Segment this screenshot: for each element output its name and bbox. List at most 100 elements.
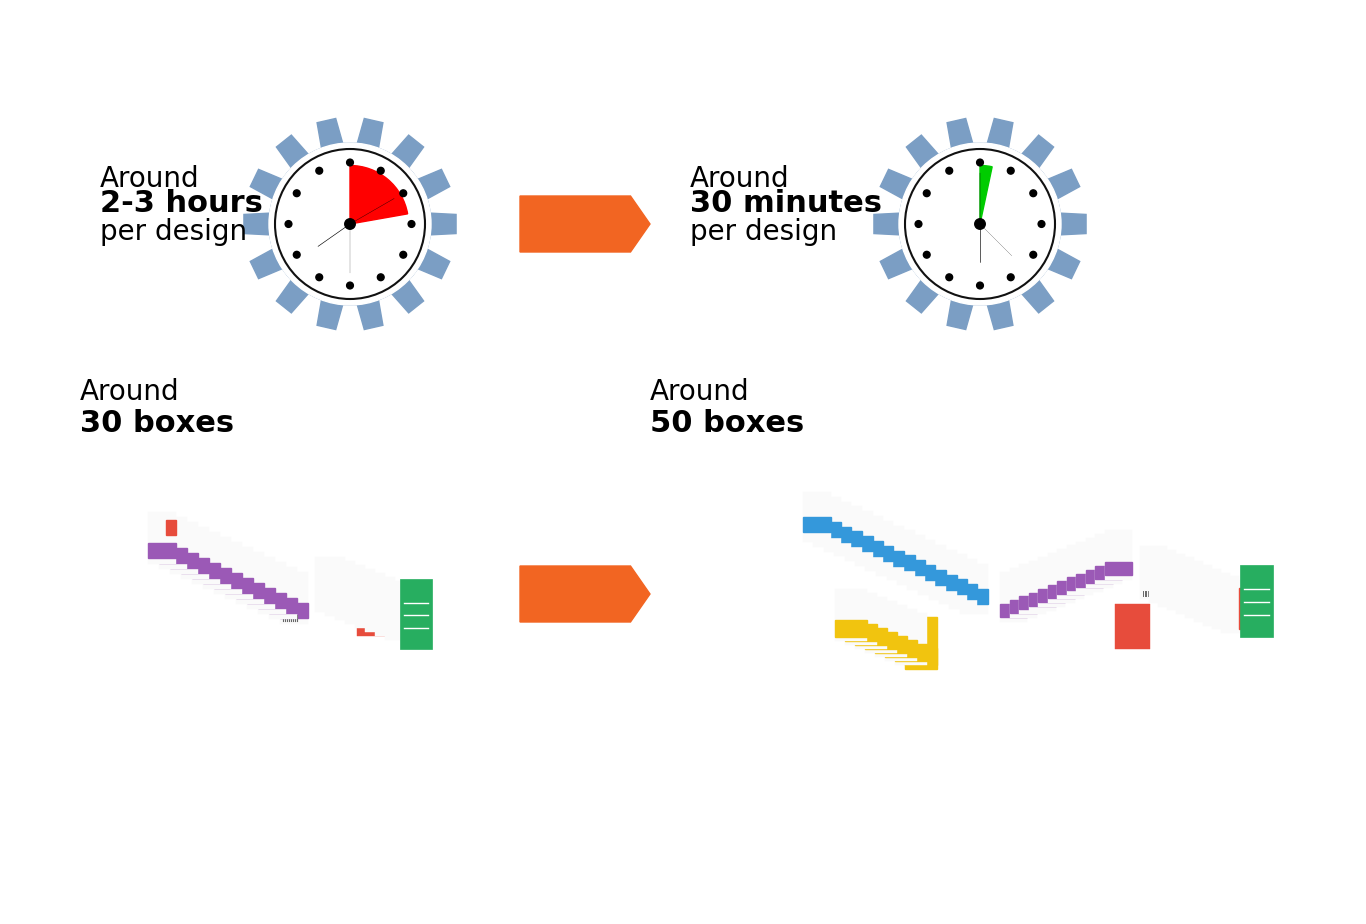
Circle shape <box>269 143 432 305</box>
Polygon shape <box>897 535 925 585</box>
Circle shape <box>347 159 354 166</box>
Circle shape <box>915 221 922 227</box>
Polygon shape <box>1000 604 1027 617</box>
Polygon shape <box>325 561 355 616</box>
Polygon shape <box>520 196 650 252</box>
Polygon shape <box>918 570 947 585</box>
Circle shape <box>400 189 407 197</box>
Polygon shape <box>148 543 176 558</box>
Polygon shape <box>918 545 947 595</box>
Text: Around: Around <box>690 165 790 193</box>
Circle shape <box>294 189 301 197</box>
Polygon shape <box>365 579 376 620</box>
Polygon shape <box>835 506 862 556</box>
Polygon shape <box>885 640 917 657</box>
Polygon shape <box>1000 572 1027 622</box>
Circle shape <box>975 219 985 229</box>
Polygon shape <box>813 497 841 547</box>
Polygon shape <box>835 620 867 637</box>
Polygon shape <box>844 511 873 561</box>
Polygon shape <box>855 516 882 566</box>
Polygon shape <box>316 557 346 612</box>
Polygon shape <box>1167 557 1194 611</box>
Polygon shape <box>1221 580 1229 621</box>
Circle shape <box>977 159 984 166</box>
Polygon shape <box>269 598 296 613</box>
Polygon shape <box>887 530 914 580</box>
Polygon shape <box>1096 534 1121 584</box>
Circle shape <box>923 189 930 197</box>
Polygon shape <box>1203 573 1229 626</box>
Polygon shape <box>1067 578 1094 590</box>
Text: Around: Around <box>650 378 750 406</box>
Polygon shape <box>1048 553 1075 603</box>
Polygon shape <box>1105 562 1131 576</box>
Polygon shape <box>1221 580 1249 633</box>
Polygon shape <box>824 527 851 541</box>
Polygon shape <box>1203 573 1212 614</box>
Polygon shape <box>887 555 914 570</box>
Circle shape <box>923 251 930 258</box>
Circle shape <box>347 282 354 289</box>
Polygon shape <box>365 577 395 632</box>
Polygon shape <box>835 531 862 546</box>
Polygon shape <box>1186 565 1194 606</box>
Text: Around: Around <box>81 378 179 406</box>
Circle shape <box>1030 189 1037 197</box>
Polygon shape <box>855 628 887 645</box>
Polygon shape <box>1105 530 1131 580</box>
Polygon shape <box>158 548 187 563</box>
Polygon shape <box>1158 554 1167 595</box>
Polygon shape <box>1076 574 1102 587</box>
Circle shape <box>285 221 292 227</box>
Polygon shape <box>1038 589 1065 602</box>
Polygon shape <box>866 521 893 571</box>
Polygon shape <box>355 575 365 616</box>
Polygon shape <box>1176 561 1203 614</box>
Polygon shape <box>193 564 220 578</box>
Polygon shape <box>1141 546 1167 599</box>
Polygon shape <box>846 625 877 641</box>
Polygon shape <box>245 118 456 330</box>
Polygon shape <box>865 632 897 649</box>
Polygon shape <box>802 517 831 532</box>
Polygon shape <box>193 532 220 584</box>
Polygon shape <box>802 492 831 542</box>
Polygon shape <box>182 558 209 573</box>
Polygon shape <box>204 537 231 589</box>
Polygon shape <box>906 617 937 669</box>
Polygon shape <box>855 541 882 556</box>
Polygon shape <box>520 566 650 622</box>
Polygon shape <box>1038 557 1065 607</box>
Text: 30 boxes: 30 boxes <box>81 409 234 439</box>
Polygon shape <box>346 569 376 624</box>
Polygon shape <box>1158 553 1184 606</box>
Circle shape <box>316 167 322 174</box>
Circle shape <box>945 274 952 281</box>
Polygon shape <box>846 593 877 645</box>
Polygon shape <box>280 572 307 624</box>
Polygon shape <box>214 573 242 588</box>
Polygon shape <box>406 595 415 636</box>
Polygon shape <box>395 591 404 632</box>
Circle shape <box>344 219 355 229</box>
Text: 2-3 hours: 2-3 hours <box>100 189 262 218</box>
Polygon shape <box>876 637 907 653</box>
Polygon shape <box>929 575 956 590</box>
Polygon shape <box>1194 569 1203 610</box>
Polygon shape <box>236 552 264 604</box>
Polygon shape <box>1019 596 1046 610</box>
Polygon shape <box>1212 577 1239 629</box>
Text: Around: Around <box>100 165 199 193</box>
Polygon shape <box>876 526 904 576</box>
Polygon shape <box>1009 568 1037 618</box>
Polygon shape <box>874 118 1086 330</box>
Polygon shape <box>897 560 925 576</box>
Polygon shape <box>355 573 385 628</box>
Polygon shape <box>269 567 296 619</box>
Polygon shape <box>335 565 365 620</box>
Wedge shape <box>979 165 992 224</box>
Polygon shape <box>1029 592 1056 605</box>
Polygon shape <box>938 554 967 604</box>
Polygon shape <box>1240 565 1273 637</box>
